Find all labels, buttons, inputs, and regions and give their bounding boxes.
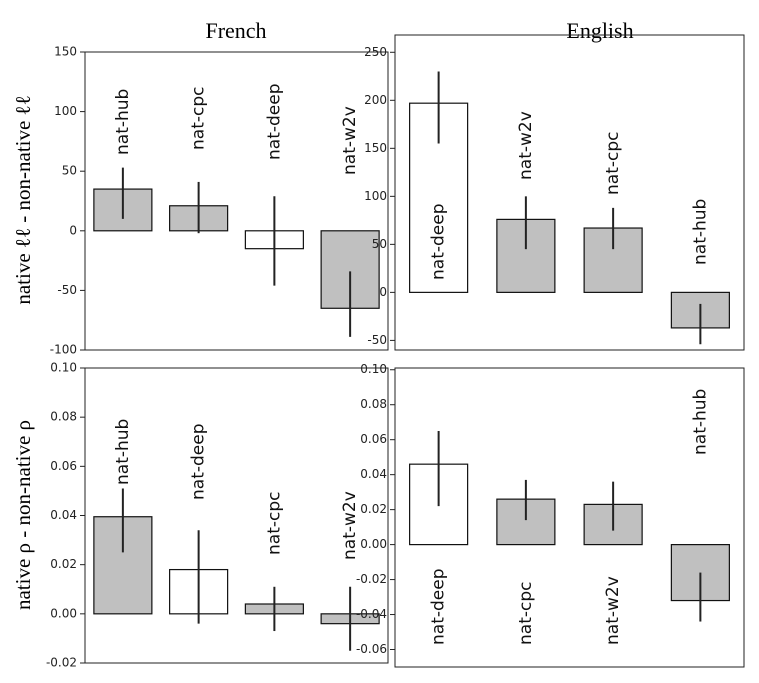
y-tick-label: 0.02 bbox=[50, 557, 77, 571]
bar-label: nat-cpc bbox=[603, 132, 623, 195]
y-tick-label: 100 bbox=[364, 189, 387, 203]
plot-frame bbox=[394, 367, 745, 668]
bar-label: nat-hub bbox=[690, 389, 710, 455]
plot-frame bbox=[84, 367, 389, 664]
y-tick-label: 0.08 bbox=[50, 410, 77, 424]
bar-label: nat-deep bbox=[264, 84, 284, 161]
bar-label: nat-cpc bbox=[264, 492, 284, 555]
bar-label: nat-hub bbox=[690, 199, 710, 265]
bar-label: nat-w2v bbox=[340, 106, 360, 175]
chart-title: English bbox=[566, 18, 633, 43]
y-tick-label: 50 bbox=[62, 164, 77, 178]
bar-label: nat-cpc bbox=[516, 582, 536, 645]
y-tick-label: -0.06 bbox=[356, 642, 387, 656]
plot-frame bbox=[394, 34, 745, 351]
y-tick-label: -0.02 bbox=[46, 656, 77, 670]
y-tick-label: 100 bbox=[54, 104, 77, 118]
y-tick-label: -0.02 bbox=[356, 572, 387, 586]
y-tick-label: 0 bbox=[69, 223, 77, 237]
bar-label: nat-deep bbox=[189, 424, 209, 501]
y-tick-label: -50 bbox=[57, 283, 77, 297]
y-tick-label: -0.04 bbox=[356, 607, 387, 621]
y-tick-label: 200 bbox=[364, 93, 387, 107]
y-tick-label: 0.02 bbox=[360, 502, 387, 516]
chart-title: French bbox=[205, 18, 266, 43]
y-tick-label: 0.00 bbox=[360, 537, 387, 551]
y-tick-label: 0.00 bbox=[50, 606, 77, 620]
y-tick-label: -100 bbox=[50, 343, 77, 357]
plot-frame bbox=[84, 51, 389, 351]
y-tick-label: 0 bbox=[379, 285, 387, 299]
bar-label: nat-hub bbox=[113, 89, 133, 155]
y-tick-label: 0.08 bbox=[360, 397, 387, 411]
y-tick-label: 0.04 bbox=[50, 508, 77, 522]
bar-label: nat-cpc bbox=[189, 87, 209, 150]
y-tick-label: 0.06 bbox=[50, 459, 77, 473]
y-axis-label: native ℓℓ - non-native ℓℓ bbox=[11, 95, 35, 304]
y-tick-label: 50 bbox=[372, 237, 387, 251]
y-tick-label: 150 bbox=[364, 141, 387, 155]
bar-label: nat-w2v bbox=[603, 576, 623, 645]
bar-label: nat-deep bbox=[429, 569, 449, 646]
y-tick-label: -50 bbox=[367, 333, 387, 347]
bar-label: nat-w2v bbox=[340, 491, 360, 560]
y-tick-label: 0.10 bbox=[50, 361, 77, 375]
y-tick-label: 0.10 bbox=[360, 362, 387, 376]
y-axis-label: native ρ - non-native ρ bbox=[11, 420, 35, 610]
bar-label: nat-deep bbox=[429, 204, 449, 281]
bar-label: nat-hub bbox=[113, 419, 133, 485]
y-tick-label: 0.06 bbox=[360, 432, 387, 446]
y-tick-label: 250 bbox=[364, 45, 387, 59]
y-tick-label: 150 bbox=[54, 45, 77, 59]
y-tick-label: 0.04 bbox=[360, 467, 387, 481]
bar-label: nat-w2v bbox=[516, 111, 536, 180]
